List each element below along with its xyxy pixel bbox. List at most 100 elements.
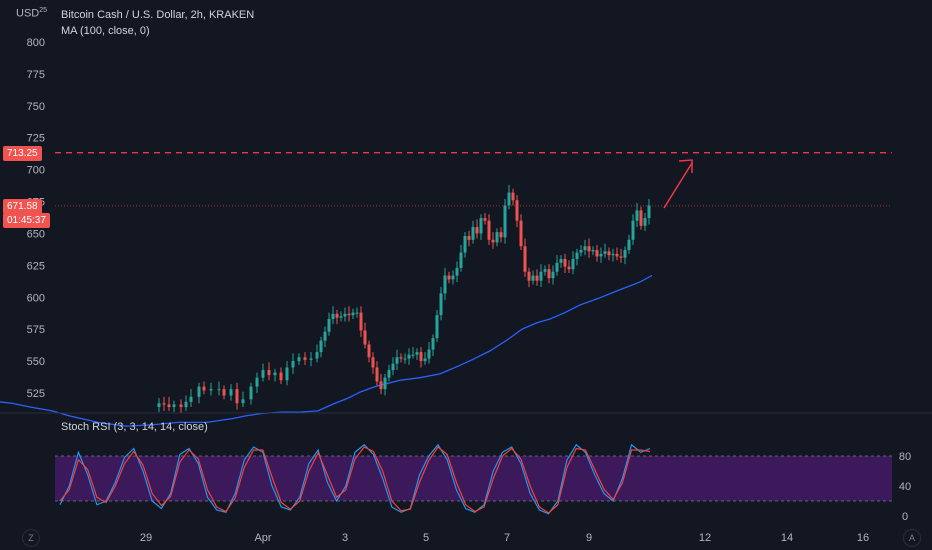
candle-body — [555, 262, 559, 272]
candle-body — [291, 361, 295, 368]
candle-body — [189, 396, 193, 402]
candle-body — [491, 239, 495, 243]
time-tick-label: 29 — [140, 532, 152, 544]
candle-body — [335, 313, 339, 318]
candle-body — [639, 210, 643, 226]
candle-body — [184, 401, 188, 408]
candle-body — [615, 253, 619, 257]
forecast-arrow-shaft — [663, 162, 693, 209]
candle-body — [631, 220, 635, 240]
candle-body — [607, 251, 611, 256]
stoch-rsi-pane[interactable]: 0 40 80 — [55, 443, 911, 523]
candle-body — [323, 331, 327, 341]
candle-body — [297, 357, 301, 362]
resistance-price-badge: 713.25 — [3, 146, 42, 161]
candle-body — [579, 250, 583, 253]
candle-body — [363, 330, 367, 345]
candle-body — [209, 389, 213, 391]
price-tick-label: 550 — [27, 356, 45, 368]
ma-indicator-label[interactable]: MA (100, close, 0) — [61, 25, 150, 37]
candle-body — [387, 370, 391, 378]
rsi-tick-label: 0 — [902, 511, 908, 523]
candle-body — [167, 404, 171, 408]
candle-body — [331, 313, 335, 319]
last-price-badge: 671.58 — [3, 199, 42, 214]
candle-body — [499, 232, 503, 238]
candle-body — [611, 253, 615, 256]
candle-body — [531, 275, 535, 281]
chart-title: Bitcoin Cash / U.S. Dollar, 2h, KRAKEN — [61, 9, 255, 21]
currency-label: USD25 — [16, 7, 47, 20]
forecast-arrow-head — [678, 159, 693, 173]
candle-body — [507, 192, 511, 206]
candle-body — [415, 352, 419, 355]
candle-body — [367, 344, 371, 358]
auto-scale-button[interactable]: A — [903, 529, 921, 547]
price-tick-label: 575 — [27, 324, 45, 336]
candle-body — [467, 236, 471, 240]
candle-body — [379, 381, 383, 390]
candle-body — [567, 266, 571, 270]
candle-body — [543, 269, 547, 272]
candle-body — [285, 367, 289, 381]
price-tick-label: 700 — [27, 165, 45, 177]
candle-body — [535, 275, 539, 281]
candle-body — [559, 258, 563, 263]
candle-body — [459, 252, 463, 268]
rsi-series-d — [59, 446, 651, 514]
time-tick-label: 9 — [586, 532, 592, 544]
rsi-band — [55, 456, 892, 501]
candle-body — [162, 403, 166, 405]
candle-body — [303, 357, 307, 360]
candle-body — [172, 404, 176, 408]
price-pane[interactable]: 525550575600625650675700725750775800 — [0, 37, 892, 427]
candle-body — [587, 246, 591, 252]
candle-body — [443, 275, 447, 294]
candle-body — [383, 377, 387, 390]
candle-body — [423, 358, 427, 362]
candle-body — [479, 218, 483, 234]
candle-body — [487, 220, 491, 240]
candle-body — [511, 192, 515, 201]
candle-body — [447, 275, 451, 280]
price-tick-label: 800 — [27, 37, 45, 49]
auto-zoom-button[interactable]: Z — [22, 529, 40, 547]
candle-body — [503, 205, 507, 238]
candle-body — [327, 318, 331, 332]
price-tick-label: 525 — [27, 388, 45, 400]
candle-body — [315, 352, 319, 359]
price-tick-label: 725 — [27, 133, 45, 145]
ma-line — [0, 275, 653, 427]
candle-body — [411, 354, 415, 356]
candle-body — [157, 403, 161, 408]
candle-body — [455, 267, 459, 276]
candle-body — [451, 275, 455, 280]
candle-body — [249, 386, 253, 400]
candle-body — [431, 338, 435, 350]
price-tick-label: 625 — [27, 260, 45, 272]
stoch-rsi-label[interactable]: Stoch RSI (3, 3, 14, 14, close) — [61, 421, 208, 433]
candle-body — [603, 251, 607, 254]
candle-body — [261, 370, 265, 378]
time-tick-label: 14 — [781, 532, 793, 544]
candle-body — [235, 389, 239, 404]
candle-body — [229, 389, 233, 396]
candle-body — [619, 256, 623, 258]
candle-body — [527, 271, 531, 281]
candle-body — [483, 218, 487, 221]
candle-body — [539, 271, 543, 281]
candle-body — [647, 205, 651, 219]
candle-body — [343, 313, 347, 317]
time-axis[interactable]: 29 Apr 3 5 7 9 12 14 16 — [140, 532, 869, 544]
candle-body — [407, 354, 411, 359]
candle-body — [351, 312, 355, 316]
candle-body — [375, 367, 379, 382]
candle-body — [399, 357, 403, 359]
price-tick-label: 750 — [27, 101, 45, 113]
candle-body — [523, 246, 527, 272]
candle-body — [575, 252, 579, 259]
candle-body — [222, 389, 226, 396]
candle-body — [463, 236, 467, 253]
candle-body — [419, 352, 423, 362]
